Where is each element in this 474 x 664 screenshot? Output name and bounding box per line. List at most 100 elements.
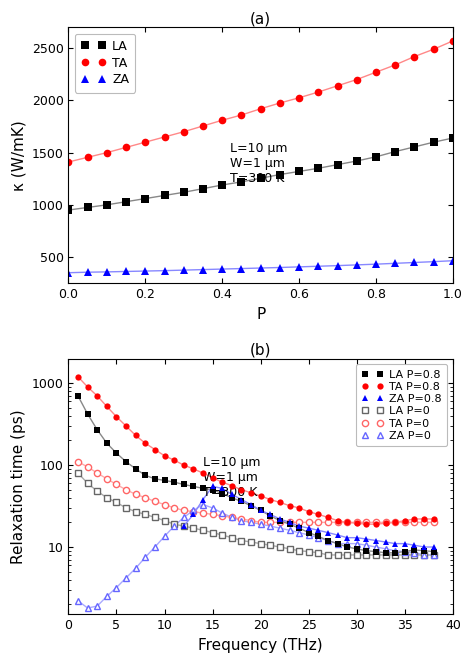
LA: [296, 167, 302, 175]
LA P=0.8: [114, 449, 119, 457]
LA P=0: [181, 522, 187, 530]
LA P=0.8: [402, 548, 408, 556]
TA: [181, 127, 187, 135]
TA P=0.8: [133, 432, 138, 440]
ZA P=0.8: [354, 534, 360, 542]
ZA P=0.8: [325, 529, 331, 537]
TA: [296, 94, 302, 102]
LA P=0: [325, 551, 331, 559]
TA P=0: [335, 519, 340, 527]
ZA: [277, 264, 283, 272]
Title: (b): (b): [250, 343, 272, 357]
LA: [277, 171, 283, 179]
ZA: [354, 261, 360, 269]
ZA P=0: [316, 534, 321, 542]
TA P=0.8: [402, 517, 408, 525]
LA P=0.8: [123, 457, 129, 465]
Line: LA P=0: LA P=0: [75, 470, 437, 558]
TA P=0.8: [364, 520, 369, 528]
TA P=0: [219, 512, 225, 520]
LA: [65, 206, 71, 214]
LA P=0.8: [219, 489, 225, 497]
LA P=0: [287, 545, 292, 553]
LA: [431, 138, 437, 146]
ZA P=0.8: [238, 495, 244, 503]
LA P=0: [421, 551, 427, 559]
LA: [85, 203, 91, 211]
TA P=0.8: [316, 511, 321, 519]
TA P=0.8: [267, 495, 273, 503]
TA P=0.8: [392, 519, 398, 527]
ZA P=0: [287, 527, 292, 535]
Line: TA P=0.8: TA P=0.8: [75, 374, 437, 527]
ZA P=0.8: [277, 515, 283, 523]
LA P=0: [258, 540, 264, 548]
Text: L=10 μm
W=1 μm
T=300 K: L=10 μm W=1 μm T=300 K: [203, 456, 261, 499]
TA P=0.8: [421, 515, 427, 523]
LA P=0: [392, 551, 398, 559]
TA P=0: [402, 519, 408, 527]
TA P=0: [85, 463, 91, 471]
LA P=0: [411, 551, 417, 559]
ZA P=0: [402, 548, 408, 556]
TA P=0: [162, 501, 167, 509]
LA P=0.8: [316, 533, 321, 540]
TA: [373, 68, 379, 76]
TA P=0.8: [229, 482, 235, 490]
TA P=0: [373, 519, 379, 527]
ZA P=0: [152, 543, 158, 551]
ZA P=0.8: [335, 531, 340, 539]
TA: [200, 122, 206, 130]
ZA P=0.8: [383, 538, 389, 546]
ZA P=0: [344, 540, 350, 548]
TA P=0: [133, 490, 138, 498]
ZA: [181, 266, 187, 274]
TA: [143, 138, 148, 146]
TA: [85, 153, 91, 161]
LA P=0: [94, 487, 100, 495]
ZA: [335, 262, 340, 270]
TA P=0: [258, 519, 264, 527]
TA: [354, 76, 360, 84]
LA P=0.8: [411, 546, 417, 554]
LA P=0.8: [431, 548, 437, 556]
ZA: [219, 265, 225, 273]
TA P=0.8: [219, 478, 225, 486]
TA P=0.8: [431, 515, 437, 523]
LA: [354, 157, 360, 165]
LA P=0.8: [258, 507, 264, 515]
TA P=0.8: [143, 440, 148, 448]
LA: [373, 153, 379, 161]
ZA: [450, 257, 456, 265]
ZA P=0: [373, 543, 379, 551]
Line: LA: LA: [64, 134, 457, 214]
LA P=0.8: [85, 410, 91, 418]
LA: [123, 198, 129, 206]
TA: [258, 105, 264, 113]
LA P=0.8: [325, 537, 331, 544]
LA P=0.8: [344, 543, 350, 551]
ZA P=0.8: [411, 541, 417, 549]
LA P=0.8: [133, 465, 138, 473]
LA: [238, 178, 244, 186]
TA P=0.8: [171, 456, 177, 464]
ZA P=0.8: [431, 543, 437, 551]
TA: [162, 133, 167, 141]
Line: ZA: ZA: [64, 257, 457, 276]
ZA P=0: [210, 504, 216, 512]
TA P=0: [287, 519, 292, 527]
LA P=0.8: [181, 481, 187, 489]
ZA P=0: [219, 509, 225, 517]
Y-axis label: κ (W/mK): κ (W/mK): [11, 120, 26, 191]
LA P=0.8: [267, 512, 273, 520]
LA P=0: [104, 494, 109, 502]
TA: [277, 99, 283, 107]
TA P=0.8: [287, 502, 292, 510]
TA P=0: [210, 511, 216, 519]
LA P=0: [133, 508, 138, 516]
ZA P=0.8: [364, 535, 369, 543]
TA P=0: [152, 497, 158, 505]
ZA P=0: [248, 519, 254, 527]
LA P=0: [296, 546, 302, 554]
LA P=0: [210, 529, 216, 537]
